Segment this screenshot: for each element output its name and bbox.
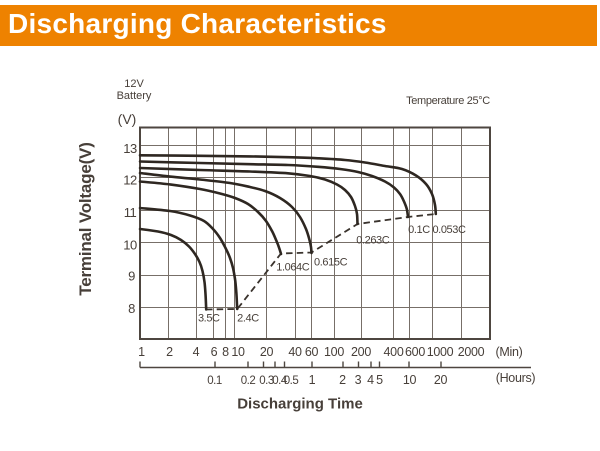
svg-text:10: 10 xyxy=(123,238,137,253)
svg-text:0.615C: 0.615C xyxy=(314,257,348,269)
svg-text:10: 10 xyxy=(403,373,417,387)
svg-text:20: 20 xyxy=(260,345,274,359)
svg-text:4: 4 xyxy=(367,373,374,387)
svg-text:0.5: 0.5 xyxy=(284,375,299,387)
svg-text:4: 4 xyxy=(193,345,200,359)
svg-text:2: 2 xyxy=(339,373,346,387)
svg-text:2: 2 xyxy=(166,345,173,359)
svg-text:1.064C: 1.064C xyxy=(276,262,310,274)
svg-text:0.1C: 0.1C xyxy=(408,224,430,236)
svg-text:2.4C: 2.4C xyxy=(237,313,259,325)
svg-text:(Min): (Min) xyxy=(496,345,523,359)
svg-text:40: 40 xyxy=(288,345,302,359)
svg-text:1000: 1000 xyxy=(427,345,454,359)
svg-text:2000: 2000 xyxy=(458,345,485,359)
svg-text:6: 6 xyxy=(211,345,218,359)
svg-text:200: 200 xyxy=(351,345,371,359)
svg-text:0.053C: 0.053C xyxy=(432,224,466,236)
svg-text:10: 10 xyxy=(231,345,245,359)
svg-text:8: 8 xyxy=(222,345,229,359)
svg-text:0.263C: 0.263C xyxy=(356,235,390,247)
svg-text:0.1: 0.1 xyxy=(207,375,222,387)
svg-text:1: 1 xyxy=(138,345,145,359)
svg-text:3.5C: 3.5C xyxy=(198,313,220,325)
svg-text:100: 100 xyxy=(324,345,344,359)
svg-text:0.2: 0.2 xyxy=(241,375,256,387)
svg-text:8: 8 xyxy=(128,301,135,316)
svg-text:3: 3 xyxy=(355,373,362,387)
svg-text:9: 9 xyxy=(128,269,135,284)
svg-text:60: 60 xyxy=(305,345,319,359)
svg-text:600: 600 xyxy=(405,345,425,359)
svg-text:11: 11 xyxy=(124,205,137,220)
svg-text:13: 13 xyxy=(123,141,137,156)
svg-text:5: 5 xyxy=(376,373,383,387)
svg-text:(Hours): (Hours) xyxy=(496,371,536,385)
svg-text:400: 400 xyxy=(384,345,404,359)
svg-text:0.3: 0.3 xyxy=(259,375,274,387)
svg-text:20: 20 xyxy=(434,373,448,387)
svg-text:12: 12 xyxy=(123,173,137,188)
svg-text:0.4: 0.4 xyxy=(272,375,288,387)
svg-text:1: 1 xyxy=(309,373,316,387)
